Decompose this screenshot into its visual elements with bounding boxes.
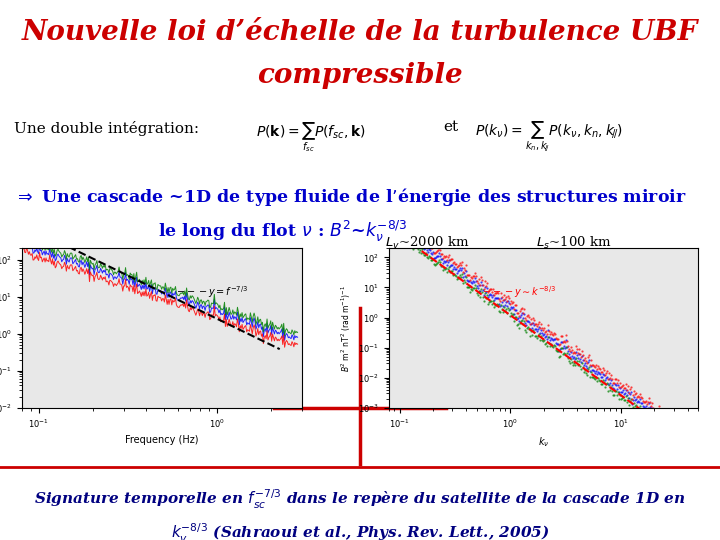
Text: $L_v$~2000 km: $L_v$~2000 km [385, 235, 469, 251]
Text: $L_s$~100 km: $L_s$~100 km [536, 235, 612, 251]
Text: et: et [443, 120, 458, 134]
Text: Une double intégration:: Une double intégration: [14, 122, 199, 137]
Text: $- - - y \sim k^{-8/3}$: $- - - y \sim k^{-8/3}$ [482, 285, 556, 300]
X-axis label: $k_\nu$: $k_\nu$ [538, 435, 549, 449]
Text: $k_v^{-8/3}$ (Sahraoui et al., Phys. Rev. Lett., 2005): $k_v^{-8/3}$ (Sahraoui et al., Phys. Rev… [171, 522, 549, 540]
Text: $P(k_\nu) = \sum_{k_n, k_{\!/\!/}} P(k_\nu, k_n, k_{\!/\!/})$: $P(k_\nu) = \sum_{k_n, k_{\!/\!/}} P(k_\… [475, 120, 624, 155]
Text: $P(\mathbf{k}) = \sum_{f_{sc}} P(f_{sc}, \mathbf{k})$: $P(\mathbf{k}) = \sum_{f_{sc}} P(f_{sc},… [256, 120, 366, 154]
Text: Signature temporelle en $f_{sc}^{-7/3}$ dans le repère du satellite de la cascad: Signature temporelle en $f_{sc}^{-7/3}$ … [35, 488, 685, 511]
Text: $\Rightarrow$ Une cascade ~1D de type fluide de l’énergie des structures miroir: $\Rightarrow$ Une cascade ~1D de type fl… [14, 186, 687, 208]
Y-axis label: $B^2$ m$^2$ nT$^2$ (rad m$^{-1}$)$^{-1}$: $B^2$ m$^2$ nT$^2$ (rad m$^{-1}$)$^{-1}$ [339, 285, 353, 372]
Text: le long du flot $\nu$ : $B^2$~$k_\nu^{-8/3}$: le long du flot $\nu$ : $B^2$~$k_\nu^{-8… [158, 219, 408, 244]
Text: Nouvelle loi d’échelle de la turbulence UBF: Nouvelle loi d’échelle de la turbulence … [22, 19, 698, 46]
Text: $- - - y=f^{-7/3}$: $- - - y=f^{-7/3}$ [176, 285, 248, 300]
Text: compressible: compressible [257, 62, 463, 89]
X-axis label: Frequency (Hz): Frequency (Hz) [125, 435, 199, 445]
